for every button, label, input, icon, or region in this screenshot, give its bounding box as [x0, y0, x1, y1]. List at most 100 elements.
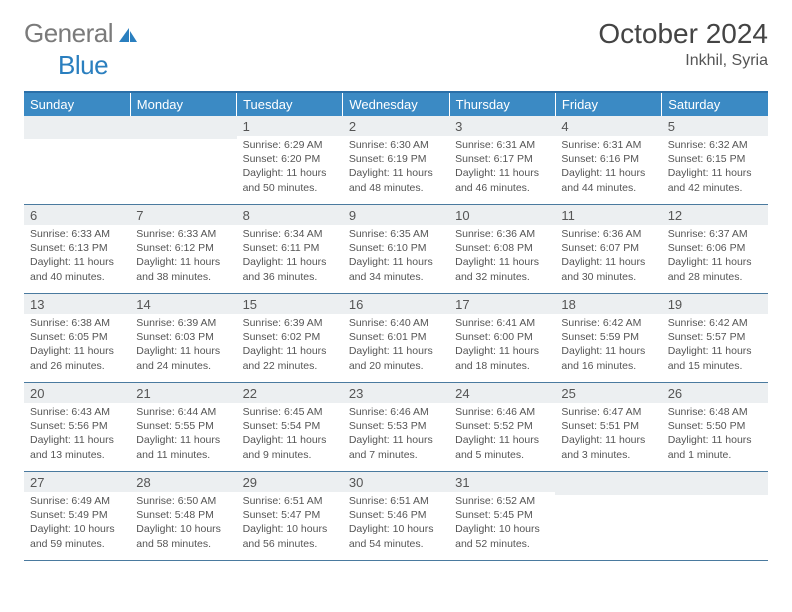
calendar-cell: 20Sunrise: 6:43 AMSunset: 5:56 PMDayligh… [24, 383, 130, 472]
calendar-cell: 31Sunrise: 6:52 AMSunset: 5:45 PMDayligh… [449, 472, 555, 561]
day-details: Sunrise: 6:49 AMSunset: 5:49 PMDaylight:… [24, 492, 130, 555]
day-number: 5 [662, 116, 768, 136]
day-details: Sunrise: 6:51 AMSunset: 5:47 PMDaylight:… [237, 492, 343, 555]
logo-text-blue: Blue [58, 50, 108, 81]
calendar-cell: 29Sunrise: 6:51 AMSunset: 5:47 PMDayligh… [237, 472, 343, 561]
day-number: 3 [449, 116, 555, 136]
day-details: Sunrise: 6:36 AMSunset: 6:08 PMDaylight:… [449, 225, 555, 288]
col-sunday: Sunday [24, 92, 130, 116]
calendar-cell: 9Sunrise: 6:35 AMSunset: 6:10 PMDaylight… [343, 205, 449, 294]
col-wednesday: Wednesday [343, 92, 449, 116]
day-number: 28 [130, 472, 236, 492]
day-number: 26 [662, 383, 768, 403]
day-number: 1 [237, 116, 343, 136]
calendar-cell: 12Sunrise: 6:37 AMSunset: 6:06 PMDayligh… [662, 205, 768, 294]
location-subtitle: Inkhil, Syria [598, 52, 768, 70]
calendar-cell: 4Sunrise: 6:31 AMSunset: 6:16 PMDaylight… [555, 116, 661, 205]
calendar-cell: 3Sunrise: 6:31 AMSunset: 6:17 PMDaylight… [449, 116, 555, 205]
day-number: 12 [662, 205, 768, 225]
calendar-cell: 16Sunrise: 6:40 AMSunset: 6:01 PMDayligh… [343, 294, 449, 383]
calendar-cell: 21Sunrise: 6:44 AMSunset: 5:55 PMDayligh… [130, 383, 236, 472]
col-monday: Monday [130, 92, 236, 116]
calendar-table: Sunday Monday Tuesday Wednesday Thursday… [24, 91, 768, 561]
day-number: 2 [343, 116, 449, 136]
calendar-week-row: 6Sunrise: 6:33 AMSunset: 6:13 PMDaylight… [24, 205, 768, 294]
day-number: 18 [555, 294, 661, 314]
calendar-cell [555, 472, 661, 561]
day-details: Sunrise: 6:35 AMSunset: 6:10 PMDaylight:… [343, 225, 449, 288]
calendar-cell: 25Sunrise: 6:47 AMSunset: 5:51 PMDayligh… [555, 383, 661, 472]
calendar-cell: 5Sunrise: 6:32 AMSunset: 6:15 PMDaylight… [662, 116, 768, 205]
calendar-cell: 2Sunrise: 6:30 AMSunset: 6:19 PMDaylight… [343, 116, 449, 205]
calendar-cell: 30Sunrise: 6:51 AMSunset: 5:46 PMDayligh… [343, 472, 449, 561]
calendar-cell: 19Sunrise: 6:42 AMSunset: 5:57 PMDayligh… [662, 294, 768, 383]
calendar-cell: 27Sunrise: 6:49 AMSunset: 5:49 PMDayligh… [24, 472, 130, 561]
day-details: Sunrise: 6:31 AMSunset: 6:16 PMDaylight:… [555, 136, 661, 199]
calendar-cell: 28Sunrise: 6:50 AMSunset: 5:48 PMDayligh… [130, 472, 236, 561]
calendar-week-row: 13Sunrise: 6:38 AMSunset: 6:05 PMDayligh… [24, 294, 768, 383]
day-number: 6 [24, 205, 130, 225]
day-details: Sunrise: 6:50 AMSunset: 5:48 PMDaylight:… [130, 492, 236, 555]
day-details: Sunrise: 6:52 AMSunset: 5:45 PMDaylight:… [449, 492, 555, 555]
day-number: 30 [343, 472, 449, 492]
day-details: Sunrise: 6:45 AMSunset: 5:54 PMDaylight:… [237, 403, 343, 466]
day-number: 9 [343, 205, 449, 225]
day-details: Sunrise: 6:31 AMSunset: 6:17 PMDaylight:… [449, 136, 555, 199]
calendar-cell: 13Sunrise: 6:38 AMSunset: 6:05 PMDayligh… [24, 294, 130, 383]
day-number: 16 [343, 294, 449, 314]
day-number: 22 [237, 383, 343, 403]
day-number: 31 [449, 472, 555, 492]
calendar-cell: 22Sunrise: 6:45 AMSunset: 5:54 PMDayligh… [237, 383, 343, 472]
day-number: 29 [237, 472, 343, 492]
day-details: Sunrise: 6:42 AMSunset: 5:57 PMDaylight:… [662, 314, 768, 377]
calendar-cell: 17Sunrise: 6:41 AMSunset: 6:00 PMDayligh… [449, 294, 555, 383]
calendar-cell: 14Sunrise: 6:39 AMSunset: 6:03 PMDayligh… [130, 294, 236, 383]
day-number: 20 [24, 383, 130, 403]
calendar-week-row: 27Sunrise: 6:49 AMSunset: 5:49 PMDayligh… [24, 472, 768, 561]
day-details: Sunrise: 6:29 AMSunset: 6:20 PMDaylight:… [237, 136, 343, 199]
calendar-week-row: 1Sunrise: 6:29 AMSunset: 6:20 PMDaylight… [24, 116, 768, 205]
col-friday: Friday [555, 92, 661, 116]
sail-icon [117, 20, 139, 51]
day-number [24, 116, 130, 139]
day-number: 17 [449, 294, 555, 314]
day-number: 10 [449, 205, 555, 225]
calendar-cell: 11Sunrise: 6:36 AMSunset: 6:07 PMDayligh… [555, 205, 661, 294]
calendar-cell: 26Sunrise: 6:48 AMSunset: 5:50 PMDayligh… [662, 383, 768, 472]
day-number [555, 472, 661, 495]
calendar-cell: 7Sunrise: 6:33 AMSunset: 6:12 PMDaylight… [130, 205, 236, 294]
day-details: Sunrise: 6:46 AMSunset: 5:52 PMDaylight:… [449, 403, 555, 466]
calendar-cell: 24Sunrise: 6:46 AMSunset: 5:52 PMDayligh… [449, 383, 555, 472]
calendar-cell: 18Sunrise: 6:42 AMSunset: 5:59 PMDayligh… [555, 294, 661, 383]
day-details: Sunrise: 6:44 AMSunset: 5:55 PMDaylight:… [130, 403, 236, 466]
day-details: Sunrise: 6:30 AMSunset: 6:19 PMDaylight:… [343, 136, 449, 199]
day-number: 7 [130, 205, 236, 225]
day-details: Sunrise: 6:32 AMSunset: 6:15 PMDaylight:… [662, 136, 768, 199]
day-number: 8 [237, 205, 343, 225]
day-details: Sunrise: 6:39 AMSunset: 6:03 PMDaylight:… [130, 314, 236, 377]
logo-text-general: General [24, 18, 113, 49]
calendar-cell: 6Sunrise: 6:33 AMSunset: 6:13 PMDaylight… [24, 205, 130, 294]
day-number: 13 [24, 294, 130, 314]
day-number: 24 [449, 383, 555, 403]
col-thursday: Thursday [449, 92, 555, 116]
day-details: Sunrise: 6:51 AMSunset: 5:46 PMDaylight:… [343, 492, 449, 555]
day-number: 23 [343, 383, 449, 403]
calendar-week-row: 20Sunrise: 6:43 AMSunset: 5:56 PMDayligh… [24, 383, 768, 472]
day-number: 15 [237, 294, 343, 314]
day-details: Sunrise: 6:46 AMSunset: 5:53 PMDaylight:… [343, 403, 449, 466]
calendar-cell: 23Sunrise: 6:46 AMSunset: 5:53 PMDayligh… [343, 383, 449, 472]
day-details: Sunrise: 6:41 AMSunset: 6:00 PMDaylight:… [449, 314, 555, 377]
calendar-cell: 8Sunrise: 6:34 AMSunset: 6:11 PMDaylight… [237, 205, 343, 294]
day-details: Sunrise: 6:34 AMSunset: 6:11 PMDaylight:… [237, 225, 343, 288]
col-tuesday: Tuesday [237, 92, 343, 116]
day-details: Sunrise: 6:47 AMSunset: 5:51 PMDaylight:… [555, 403, 661, 466]
day-header-row: Sunday Monday Tuesday Wednesday Thursday… [24, 92, 768, 116]
day-number: 14 [130, 294, 236, 314]
calendar-cell [130, 116, 236, 205]
day-details: Sunrise: 6:36 AMSunset: 6:07 PMDaylight:… [555, 225, 661, 288]
logo: General [24, 18, 139, 49]
day-number: 27 [24, 472, 130, 492]
day-number: 21 [130, 383, 236, 403]
day-number [662, 472, 768, 495]
